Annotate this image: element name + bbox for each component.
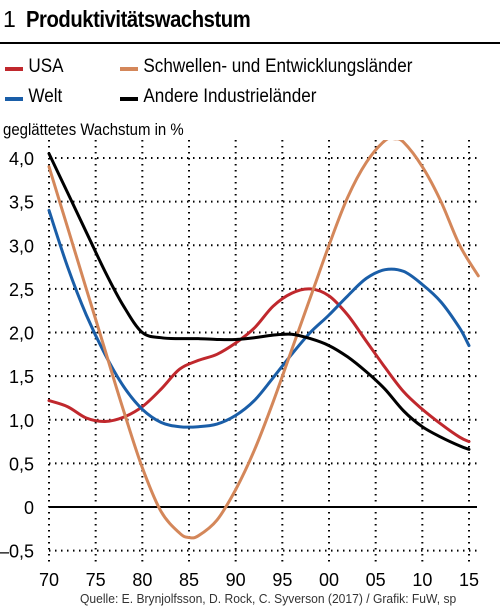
y-tick-label-6: 2,5 — [9, 280, 34, 300]
y-tick-label-3: 1,0 — [9, 411, 34, 431]
line-chart: –0,5 0 0,5 1,0 1,5 2,0 2,5 3,0 3,5 4,0 70 75 80 85 90… — [0, 140, 480, 590]
title-bar: 1 Produktivitätswachstum — [0, 0, 500, 44]
y-tick-labels: –0,5 0 0,5 1,0 1,5 2,0 2,5 3,0 3,5 4,0 — [0, 149, 34, 562]
y-tick-label-7: 3,0 — [9, 236, 34, 256]
legend-label-industrie: Andere Industrieländer — [143, 86, 317, 107]
x-tick-label-9: 15 — [459, 570, 479, 590]
y-tick-label-2: 0,5 — [9, 454, 34, 474]
x-tick-label-8: 10 — [412, 570, 432, 590]
y-axis-label: geglättetes Wachstum in % — [3, 120, 184, 139]
source-note: Quelle: E. Brynjolfsson, D. Rock, C. Syv… — [80, 591, 457, 606]
grid-lines — [48, 140, 477, 565]
legend-swatch-schwellen — [120, 67, 138, 71]
x-tick-label-0: 70 — [39, 570, 59, 590]
series-lines — [47, 140, 480, 540]
chart-title: Produktivitätswachstum — [26, 6, 251, 32]
y-tick-label-4: 1,5 — [9, 367, 34, 387]
x-tick-label-2: 80 — [132, 570, 152, 590]
x-tick-label-4: 90 — [226, 570, 246, 590]
chart-number: 1 — [3, 6, 16, 32]
legend-label-usa: USA — [28, 56, 64, 77]
series-line-industrie — [47, 152, 471, 451]
y-tick-label-5: 2,0 — [9, 324, 34, 344]
x-tick-label-7: 05 — [366, 570, 386, 590]
series-line-usa — [47, 287, 471, 444]
x-tick-label-5: 95 — [272, 570, 292, 590]
legend-swatch-usa — [5, 67, 23, 71]
legend-label-welt: Welt — [28, 86, 63, 107]
y-tick-label-0: –0,5 — [0, 542, 34, 562]
x-tick-label-6: 00 — [319, 570, 339, 590]
y-tick-label-1: 0 — [24, 498, 34, 518]
legend-label-schwellen: Schwellen- und Entwicklungsländer — [143, 56, 413, 77]
legend-swatch-welt — [5, 97, 23, 101]
legend-swatch-industrie — [120, 97, 138, 101]
x-tick-labels: 70 75 80 85 90 95 00 05 10 15 — [39, 570, 479, 590]
x-tick-label-3: 85 — [179, 570, 199, 590]
title-rule — [0, 42, 500, 44]
series-line-welt — [47, 208, 471, 429]
y-tick-label-9: 4,0 — [9, 149, 34, 169]
series-line-schwellen — [47, 140, 480, 540]
x-tick-label-1: 75 — [86, 570, 106, 590]
y-tick-label-8: 3,5 — [9, 193, 34, 213]
